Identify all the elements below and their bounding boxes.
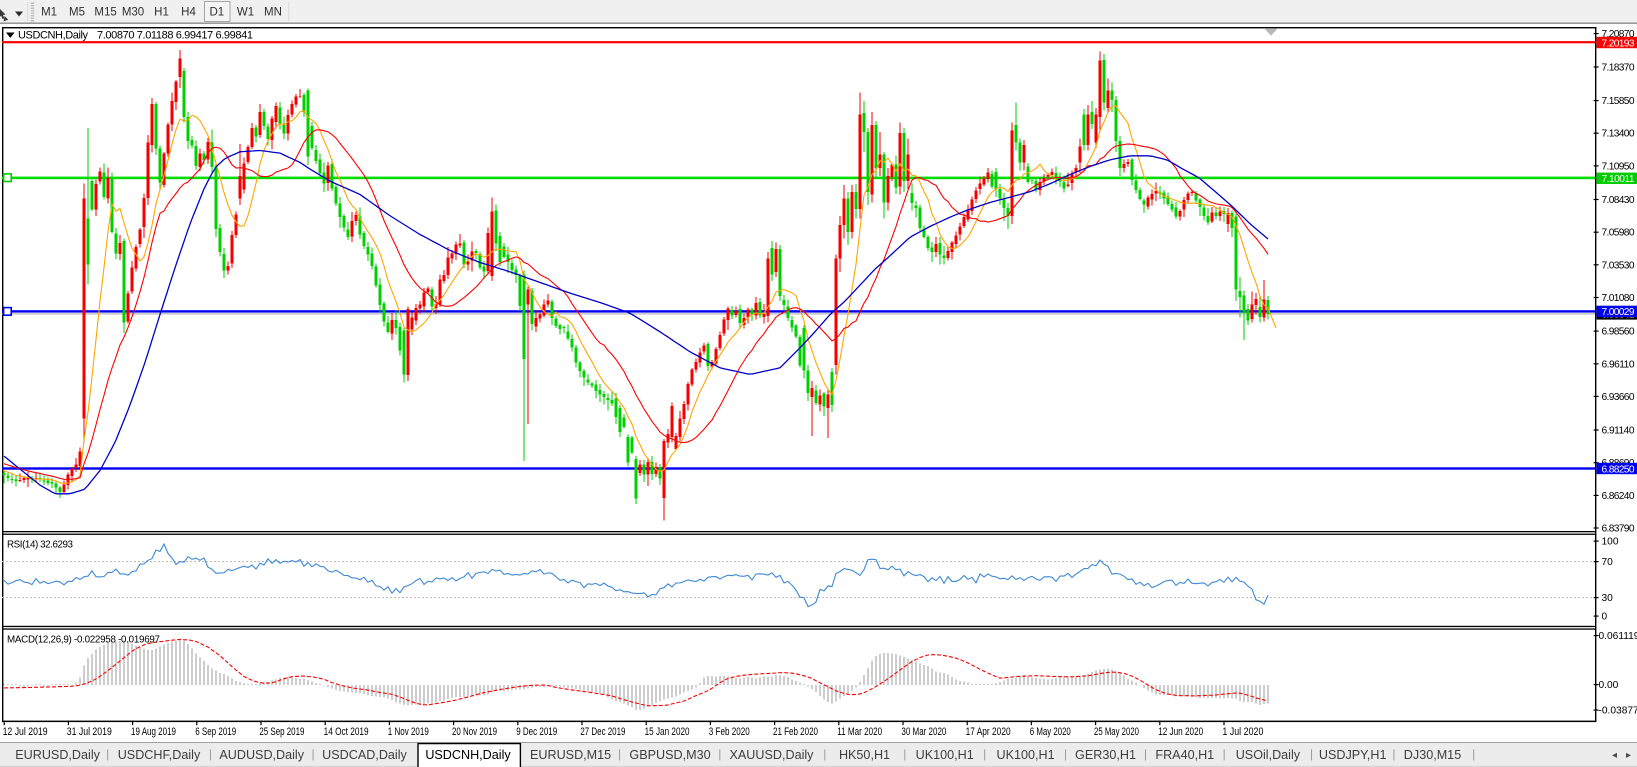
svg-text:|: | bbox=[823, 747, 826, 761]
svg-text:100: 100 bbox=[1602, 537, 1619, 548]
svg-text:USDCAD,Daily: USDCAD,Daily bbox=[322, 748, 407, 762]
svg-text:30 Mar 2020: 30 Mar 2020 bbox=[901, 726, 946, 738]
svg-text:0.061119: 0.061119 bbox=[1599, 631, 1637, 642]
svg-text:7.05980: 7.05980 bbox=[1602, 228, 1635, 239]
svg-text:12 Jul 2019: 12 Jul 2019 bbox=[3, 726, 48, 738]
svg-text:W1: W1 bbox=[237, 7, 254, 19]
svg-text:31 Jul 2019: 31 Jul 2019 bbox=[67, 726, 112, 738]
svg-text:|: | bbox=[1310, 747, 1313, 761]
svg-text:H1: H1 bbox=[154, 7, 169, 19]
svg-text:6 Sep 2019: 6 Sep 2019 bbox=[195, 726, 236, 738]
svg-text:14 Oct 2019: 14 Oct 2019 bbox=[324, 726, 369, 738]
svg-text:21 Feb 2020: 21 Feb 2020 bbox=[773, 726, 818, 738]
svg-text:27 Dec 2019: 27 Dec 2019 bbox=[580, 726, 625, 738]
svg-text:6 May 2020: 6 May 2020 bbox=[1030, 726, 1071, 738]
svg-text:7.20870: 7.20870 bbox=[1602, 29, 1635, 40]
svg-text:USDCHF,Daily: USDCHF,Daily bbox=[118, 748, 201, 762]
svg-text:HK50,H1: HK50,H1 bbox=[839, 748, 890, 762]
svg-text:19 Aug 2019: 19 Aug 2019 bbox=[131, 726, 176, 738]
svg-text:20 Nov 2019: 20 Nov 2019 bbox=[452, 726, 497, 738]
svg-text:9 Dec 2019: 9 Dec 2019 bbox=[516, 726, 557, 738]
svg-text:12 Jun 2020: 12 Jun 2020 bbox=[1158, 726, 1203, 738]
svg-text:|: | bbox=[312, 747, 315, 761]
svg-text:EURUSD,Daily: EURUSD,Daily bbox=[15, 748, 100, 762]
svg-text:▸: ▸ bbox=[1626, 750, 1631, 761]
svg-text:0: 0 bbox=[1602, 612, 1608, 623]
svg-text:USDCNH,Daily: USDCNH,Daily bbox=[425, 748, 511, 762]
svg-text:|: | bbox=[1472, 747, 1475, 761]
svg-text:6.88250: 6.88250 bbox=[1602, 464, 1635, 475]
svg-text:1 Jul 2020: 1 Jul 2020 bbox=[1222, 726, 1263, 738]
svg-text:25 May 2020: 25 May 2020 bbox=[1094, 726, 1139, 738]
svg-text:7.10011: 7.10011 bbox=[1602, 174, 1635, 185]
svg-text:1 Nov 2019: 1 Nov 2019 bbox=[388, 726, 429, 738]
svg-text:7.15850: 7.15850 bbox=[1602, 96, 1635, 107]
svg-text:|: | bbox=[983, 747, 986, 761]
svg-text:3 Feb 2020: 3 Feb 2020 bbox=[709, 726, 750, 738]
svg-text:11 Mar 2020: 11 Mar 2020 bbox=[837, 726, 882, 738]
svg-text:USDJPY,H1: USDJPY,H1 bbox=[1319, 748, 1387, 762]
svg-text:◂: ◂ bbox=[1612, 750, 1617, 761]
svg-text:6.93660: 6.93660 bbox=[1602, 392, 1635, 403]
svg-text:EURUSD,M15: EURUSD,M15 bbox=[530, 748, 611, 762]
svg-text:M5: M5 bbox=[69, 7, 85, 19]
svg-text:M30: M30 bbox=[122, 7, 144, 19]
svg-text:|: | bbox=[718, 747, 721, 761]
svg-text:GBPUSD,M30: GBPUSD,M30 bbox=[629, 748, 710, 762]
svg-text:UK100,H1: UK100,H1 bbox=[997, 748, 1055, 762]
svg-text:7.13400: 7.13400 bbox=[1602, 129, 1635, 140]
svg-text:7.03530: 7.03530 bbox=[1602, 260, 1635, 271]
svg-text:XAUUSD,Daily: XAUUSD,Daily bbox=[730, 748, 815, 762]
svg-text:|: | bbox=[106, 747, 109, 761]
svg-text:|: | bbox=[209, 747, 212, 761]
svg-text:6.96110: 6.96110 bbox=[1602, 359, 1635, 370]
svg-text:AUDUSD,Daily: AUDUSD,Daily bbox=[219, 748, 304, 762]
svg-text:0.00: 0.00 bbox=[1599, 680, 1619, 691]
svg-text:7.01080: 7.01080 bbox=[1602, 293, 1635, 304]
svg-text:RSI(14) 32.6293: RSI(14) 32.6293 bbox=[7, 540, 74, 551]
svg-text:7.10950: 7.10950 bbox=[1602, 161, 1635, 172]
svg-text:|: | bbox=[1064, 747, 1067, 761]
svg-text:-0.038777: -0.038777 bbox=[1599, 706, 1637, 717]
svg-text:|: | bbox=[903, 747, 906, 761]
svg-text:DJ30,M15: DJ30,M15 bbox=[1404, 748, 1461, 762]
svg-text:6.91140: 6.91140 bbox=[1602, 426, 1635, 437]
svg-text:|: | bbox=[1392, 747, 1395, 761]
svg-text:MN: MN bbox=[264, 7, 282, 19]
svg-text:7.08430: 7.08430 bbox=[1602, 195, 1635, 206]
svg-text:UK100,H1: UK100,H1 bbox=[916, 748, 974, 762]
svg-text:H4: H4 bbox=[181, 7, 196, 19]
svg-text:6.83790: 6.83790 bbox=[1602, 524, 1635, 535]
svg-text:FRA40,H1: FRA40,H1 bbox=[1155, 748, 1214, 762]
svg-text:7.00029: 7.00029 bbox=[1602, 307, 1635, 318]
svg-text:25 Sep 2019: 25 Sep 2019 bbox=[259, 726, 304, 738]
svg-text:7.18370: 7.18370 bbox=[1602, 63, 1635, 74]
svg-text:7.20193: 7.20193 bbox=[1602, 38, 1635, 49]
svg-text:|: | bbox=[618, 747, 621, 761]
svg-text:MACD(12,26,9) -0.022958 -0.019: MACD(12,26,9) -0.022958 -0.019697 bbox=[7, 635, 160, 646]
svg-text:|: | bbox=[1144, 747, 1147, 761]
svg-text:GER30,H1: GER30,H1 bbox=[1075, 748, 1136, 762]
svg-text:6.86240: 6.86240 bbox=[1602, 491, 1635, 502]
svg-text:70: 70 bbox=[1602, 557, 1614, 568]
svg-text:17 Apr 2020: 17 Apr 2020 bbox=[966, 726, 1011, 738]
svg-text:15 Jan 2020: 15 Jan 2020 bbox=[645, 726, 690, 738]
svg-text:30: 30 bbox=[1602, 593, 1614, 604]
svg-text:6.98560: 6.98560 bbox=[1602, 327, 1635, 338]
svg-text:USOil,Daily: USOil,Daily bbox=[1236, 748, 1301, 762]
svg-text:M15: M15 bbox=[94, 7, 116, 19]
svg-text:D1: D1 bbox=[209, 7, 224, 19]
svg-text:M1: M1 bbox=[41, 7, 57, 19]
svg-text:|: | bbox=[1223, 747, 1226, 761]
